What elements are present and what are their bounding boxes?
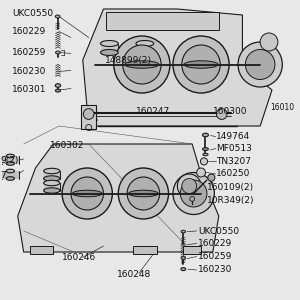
- Ellipse shape: [6, 154, 14, 158]
- Circle shape: [182, 178, 196, 194]
- Text: 7: 7: [0, 171, 6, 180]
- Ellipse shape: [100, 40, 118, 46]
- Text: 160229: 160229: [12, 27, 46, 36]
- Circle shape: [245, 50, 275, 80]
- Text: TN3207: TN3207: [216, 157, 251, 166]
- Polygon shape: [18, 144, 219, 252]
- Circle shape: [182, 45, 220, 84]
- Ellipse shape: [6, 169, 14, 173]
- Text: 160259: 160259: [198, 252, 232, 261]
- Circle shape: [114, 36, 170, 93]
- Text: 160302: 160302: [50, 141, 85, 150]
- Ellipse shape: [44, 168, 60, 174]
- Bar: [106, 12, 219, 30]
- Bar: [2, 156, 19, 164]
- Ellipse shape: [56, 51, 60, 54]
- Ellipse shape: [125, 61, 159, 68]
- Ellipse shape: [6, 177, 14, 180]
- Text: 16010: 16010: [271, 103, 295, 112]
- Ellipse shape: [6, 162, 14, 165]
- Text: 149764: 149764: [216, 132, 250, 141]
- Text: 160248: 160248: [117, 270, 151, 279]
- Text: 160259: 160259: [12, 48, 46, 57]
- Ellipse shape: [203, 153, 208, 156]
- Text: UKC0550: UKC0550: [198, 226, 239, 236]
- Text: MF0513: MF0513: [216, 144, 252, 153]
- Bar: [183, 246, 201, 253]
- Bar: [44, 171, 60, 178]
- Ellipse shape: [136, 50, 154, 56]
- Circle shape: [190, 196, 194, 201]
- Ellipse shape: [55, 15, 60, 18]
- Ellipse shape: [44, 176, 60, 181]
- Text: 160109(2): 160109(2): [207, 183, 254, 192]
- Text: 160246: 160246: [62, 253, 96, 262]
- Circle shape: [238, 42, 282, 87]
- Circle shape: [83, 109, 94, 119]
- Circle shape: [216, 109, 227, 119]
- Ellipse shape: [136, 40, 154, 46]
- Circle shape: [196, 168, 206, 177]
- Text: 160300: 160300: [213, 106, 248, 116]
- Circle shape: [173, 36, 229, 93]
- Ellipse shape: [181, 256, 185, 259]
- Ellipse shape: [44, 180, 60, 186]
- Text: 160301: 160301: [12, 85, 46, 94]
- Bar: [2, 171, 19, 178]
- Text: 160230: 160230: [198, 266, 232, 274]
- Text: 160250: 160250: [216, 169, 250, 178]
- Ellipse shape: [129, 190, 158, 197]
- Bar: [44, 183, 60, 190]
- Ellipse shape: [72, 190, 102, 197]
- Ellipse shape: [184, 61, 218, 68]
- Circle shape: [208, 174, 215, 181]
- Circle shape: [177, 174, 201, 198]
- Text: 160247: 160247: [136, 106, 170, 116]
- Bar: [133, 246, 157, 253]
- Bar: [100, 44, 118, 52]
- Circle shape: [71, 177, 104, 210]
- Ellipse shape: [181, 230, 185, 233]
- Circle shape: [118, 168, 169, 219]
- Ellipse shape: [55, 89, 61, 92]
- Text: 148899(2): 148899(2): [105, 56, 152, 64]
- Circle shape: [200, 158, 208, 165]
- Circle shape: [62, 168, 112, 219]
- Circle shape: [127, 177, 160, 210]
- Text: 9(2): 9(2): [0, 156, 18, 165]
- Bar: [30, 246, 53, 253]
- Text: 160229: 160229: [198, 239, 232, 248]
- Ellipse shape: [181, 268, 186, 271]
- Circle shape: [173, 172, 214, 214]
- Circle shape: [123, 45, 161, 84]
- Ellipse shape: [100, 50, 118, 56]
- Ellipse shape: [202, 133, 208, 137]
- Text: 160230: 160230: [12, 67, 46, 76]
- Polygon shape: [83, 9, 272, 126]
- Circle shape: [180, 180, 207, 207]
- Ellipse shape: [202, 148, 208, 151]
- Bar: [81, 105, 96, 129]
- Circle shape: [260, 33, 278, 51]
- Text: UKC0550: UKC0550: [12, 9, 53, 18]
- Ellipse shape: [44, 188, 60, 193]
- Text: 10R349(2): 10R349(2): [207, 196, 254, 206]
- Bar: [136, 44, 154, 52]
- Ellipse shape: [55, 84, 61, 87]
